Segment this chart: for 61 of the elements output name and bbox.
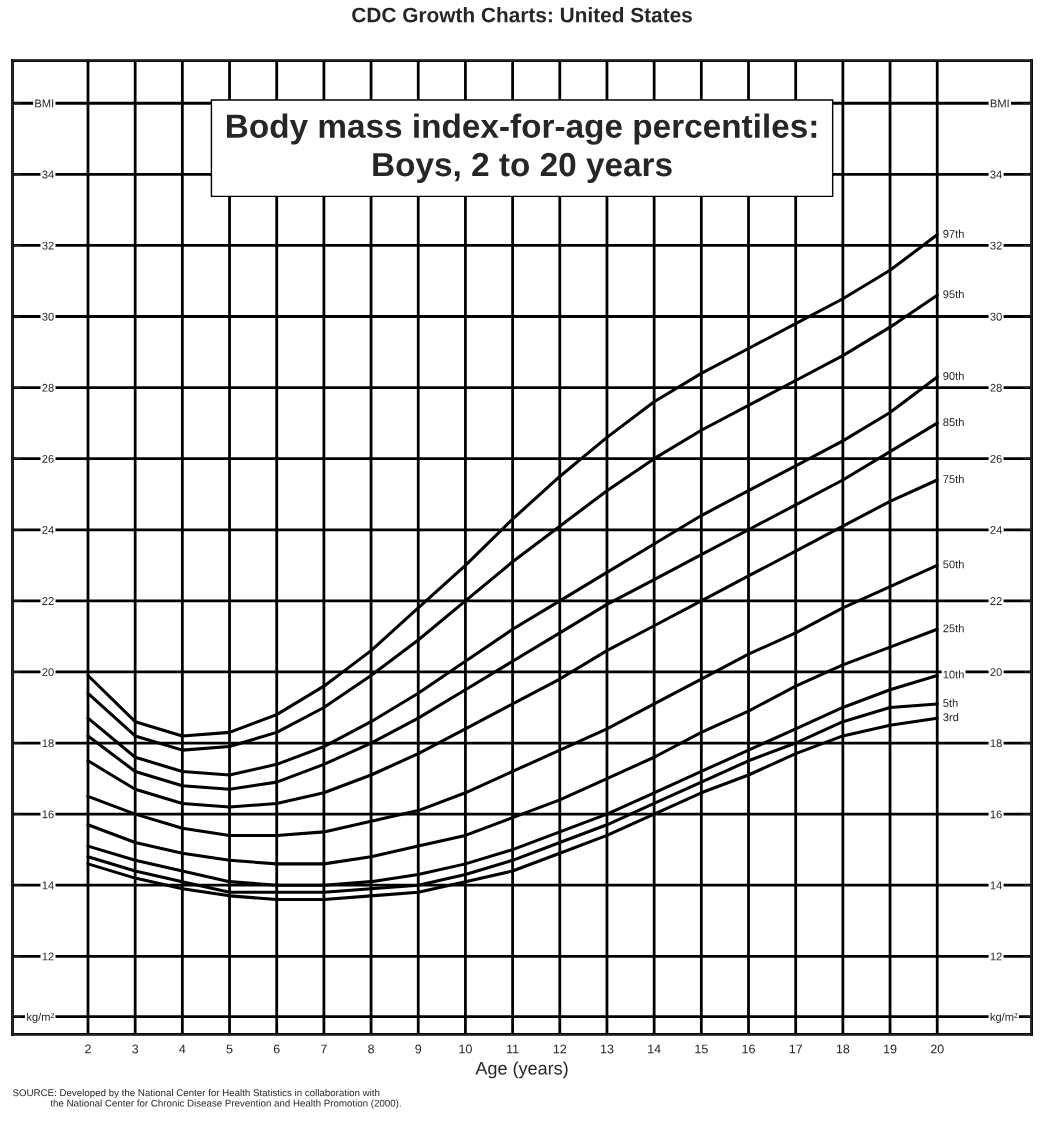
- source-note: SOURCE: Developed by the National Center for Health Statistics in collaboration with the National Center for Chronic Disease Prevention and Health Promotion (2000).: [12, 1089, 401, 1109]
- series-label: 97th: [943, 229, 964, 238]
- series-label: 10th: [943, 670, 964, 679]
- x-tick-label: 12: [553, 1044, 567, 1054]
- x-tick-label: 14: [648, 1044, 661, 1054]
- y2-tick-label: kg/m²: [990, 1012, 1018, 1024]
- y-tick-label: 14: [42, 881, 54, 890]
- y2-tick-label: 28: [990, 383, 1002, 392]
- series-label: 75th: [943, 474, 964, 483]
- y-tick-label: 28: [42, 383, 54, 392]
- x-tick-label: 10: [459, 1044, 472, 1054]
- y-tick-label: 34: [42, 170, 54, 179]
- y-tick-label: 30: [42, 312, 54, 321]
- y2-tick-label: 14: [990, 881, 1002, 890]
- y2-tick-label: 34: [990, 170, 1002, 179]
- series-label: 5th: [943, 698, 958, 707]
- y2-tick-label: BMI: [990, 99, 1009, 108]
- x-tick-label: 8: [368, 1044, 374, 1054]
- y-tick-label: 24: [42, 526, 54, 534]
- x-tick-label: 5: [226, 1044, 233, 1054]
- y2-tick-label: 22: [990, 597, 1002, 605]
- y-tick-label: 16: [42, 810, 54, 819]
- x-tick-label: 2: [85, 1044, 91, 1054]
- y-tick-label: 26: [42, 454, 54, 463]
- x-axis-title: Age (years): [475, 1061, 568, 1079]
- y2-tick-label: 20: [990, 668, 1002, 677]
- x-tick-label: 20: [930, 1044, 944, 1054]
- x-tick-label: 7: [321, 1044, 327, 1054]
- x-tick-label: 17: [789, 1044, 803, 1054]
- y2-tick-label: 30: [990, 312, 1002, 321]
- series-label: 3rd: [943, 712, 959, 722]
- chart-title: CDC Growth Charts: United States: [352, 7, 692, 23]
- series-label: 25th: [943, 624, 964, 633]
- y2-tick-label: 16: [990, 810, 1002, 819]
- y-tick-label: 20: [42, 668, 54, 677]
- series-label: 90th: [943, 371, 964, 380]
- y-tick-label: 22: [42, 597, 54, 605]
- y-tick-label: 12: [42, 952, 54, 961]
- x-tick-label: 4: [179, 1044, 186, 1054]
- x-tick-label: 11: [507, 1044, 519, 1054]
- x-tick-label: 9: [415, 1044, 422, 1054]
- text: Body mass index-for-age percentiles: Boys, 2 to 20 years: [226, 113, 817, 184]
- x-tick-label: 3: [132, 1044, 139, 1054]
- x-tick-label: 19: [884, 1044, 897, 1054]
- x-tick-label: 13: [600, 1044, 614, 1054]
- x-tick-label: 16: [742, 1044, 755, 1054]
- series-label: 85th: [943, 417, 964, 427]
- y2-tick-label: 32: [990, 241, 1002, 250]
- y2-tick-label: 24: [990, 526, 1002, 534]
- series-label: 50th: [943, 560, 964, 569]
- y-tick-label: 18: [42, 739, 54, 748]
- x-tick-label: 18: [836, 1044, 850, 1054]
- y2-tick-label: 12: [990, 952, 1002, 961]
- y2-tick-label: 26: [990, 454, 1002, 463]
- x-tick-label: 6: [273, 1044, 280, 1054]
- y-tick-label: 32: [42, 241, 54, 250]
- series-label: 95th: [943, 290, 964, 299]
- x-tick-label: 15: [695, 1044, 708, 1054]
- y-tick-label: kg/m²: [27, 1012, 54, 1024]
- y-tick-label: BMI: [35, 99, 54, 108]
- y2-tick-label: 18: [990, 739, 1002, 748]
